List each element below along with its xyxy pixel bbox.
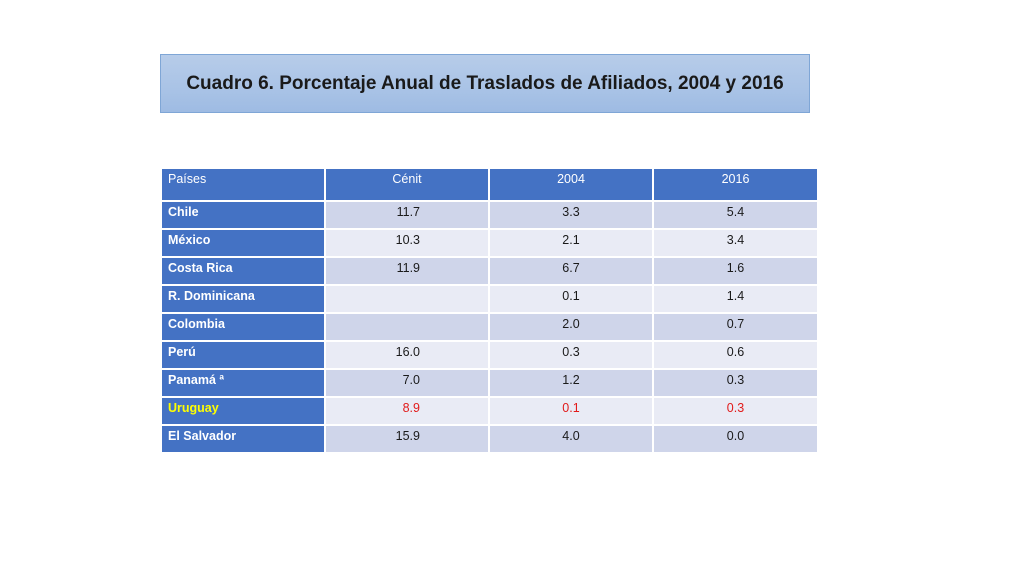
value-2004-cell: 3.3: [488, 200, 654, 230]
cenit-cell: 8.9: [324, 396, 490, 426]
value-2016-cell: 0.3: [652, 368, 819, 398]
country-cell: El Salvador: [160, 424, 326, 454]
value-2004-cell: 2.1: [488, 228, 654, 258]
cenit-cell: [324, 284, 490, 314]
cenit-cell: 16.0: [324, 340, 490, 370]
table-row: Panamá ª 7.0 1.2 0.3: [160, 368, 819, 398]
value-2016-cell: 3.4: [652, 228, 819, 258]
value-2016-cell: 1.6: [652, 256, 819, 286]
country-cell: Chile: [160, 200, 326, 230]
value-2004-cell: 1.2: [488, 368, 654, 398]
value-2004-cell: 2.0: [488, 312, 654, 342]
value-2016-cell: 5.4: [652, 200, 819, 230]
value-2016-cell: 0.6: [652, 340, 819, 370]
table-header-row: Países Cénit 2004 2016: [160, 167, 819, 202]
header-2016: 2016: [652, 167, 819, 202]
slide-title: Cuadro 6. Porcentaje Anual de Traslados …: [186, 72, 784, 94]
value-2016-cell: 0.3: [652, 396, 819, 426]
cenit-cell: 7.0: [324, 368, 490, 398]
value-2016-cell: 1.4: [652, 284, 819, 314]
value-2016-cell: 0.0: [652, 424, 819, 454]
table-row: R. Dominicana 0.1 1.4: [160, 284, 819, 314]
country-cell: Colombia: [160, 312, 326, 342]
header-cenit: Cénit: [324, 167, 490, 202]
cenit-cell: 10.3: [324, 228, 490, 258]
table-row: México 10.3 2.1 3.4: [160, 228, 819, 258]
transfers-table: Países Cénit 2004 2016 Chile 11.7 3.3 5.…: [160, 167, 819, 454]
title-box: Cuadro 6. Porcentaje Anual de Traslados …: [160, 54, 810, 113]
table-row: Costa Rica 11.9 6.7 1.6: [160, 256, 819, 286]
value-2004-cell: 0.1: [488, 396, 654, 426]
country-cell: Perú: [160, 340, 326, 370]
header-2004: 2004: [488, 167, 654, 202]
value-2004-cell: 4.0: [488, 424, 654, 454]
cenit-cell: 11.9: [324, 256, 490, 286]
table-row: El Salvador 15.9 4.0 0.0: [160, 424, 819, 454]
value-2016-cell: 0.7: [652, 312, 819, 342]
country-cell: Costa Rica: [160, 256, 326, 286]
cenit-cell: 11.7: [324, 200, 490, 230]
table-row: Chile 11.7 3.3 5.4: [160, 200, 819, 230]
value-2004-cell: 6.7: [488, 256, 654, 286]
country-cell: R. Dominicana: [160, 284, 326, 314]
table-row: Colombia 2.0 0.7: [160, 312, 819, 342]
table-row: Perú 16.0 0.3 0.6: [160, 340, 819, 370]
country-cell: México: [160, 228, 326, 258]
country-cell: Uruguay: [160, 396, 326, 426]
header-paises: Países: [160, 167, 326, 202]
cenit-cell: [324, 312, 490, 342]
table-row-highlighted: Uruguay 8.9 0.1 0.3: [160, 396, 819, 426]
value-2004-cell: 0.3: [488, 340, 654, 370]
country-cell: Panamá ª: [160, 368, 326, 398]
value-2004-cell: 0.1: [488, 284, 654, 314]
cenit-cell: 15.9: [324, 424, 490, 454]
